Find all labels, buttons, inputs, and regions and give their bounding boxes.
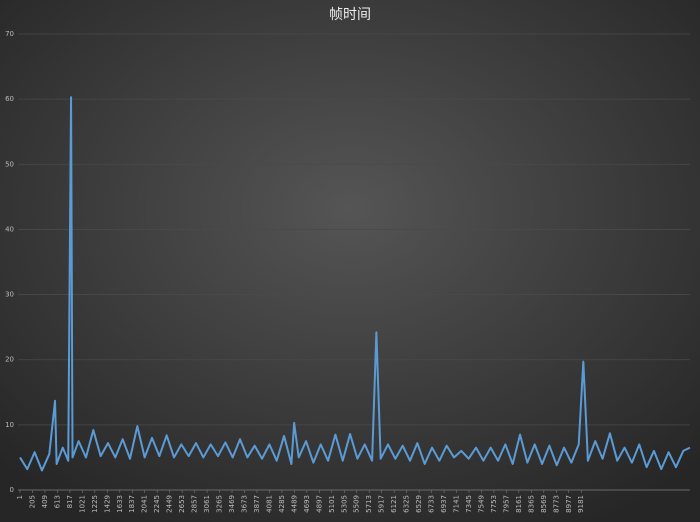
x-tick-label: 1021 (78, 495, 86, 513)
x-tick-label: 3061 (203, 495, 211, 513)
x-tick-label: 3877 (253, 495, 261, 513)
x-tick-label: 7753 (490, 495, 498, 513)
x-tick-label: 1225 (91, 495, 99, 513)
x-tick-label: 1 (16, 495, 24, 499)
x-tick-label: 4489 (290, 495, 298, 513)
x-tick-label: 4897 (315, 495, 323, 513)
y-tick-label: 70 (5, 30, 14, 38)
y-tick-label: 0 (10, 486, 14, 494)
y-tick-label: 10 (5, 421, 14, 429)
data-line (19, 96, 691, 472)
x-tick-label: 8977 (565, 495, 573, 513)
x-tick-label: 7345 (465, 495, 473, 513)
x-tick-label: 613 (53, 495, 61, 508)
x-tick-label: 6937 (440, 495, 448, 513)
x-tick-label: 7549 (477, 495, 485, 513)
x-tick-label: 2449 (166, 495, 174, 513)
x-tick-label: 6325 (403, 495, 411, 513)
x-tick-label: 6733 (428, 495, 436, 513)
x-tick-label: 2653 (178, 495, 186, 513)
x-tick-label: 3469 (228, 495, 236, 513)
y-tick-label: 40 (5, 225, 14, 233)
x-tick-label: 8773 (552, 495, 560, 513)
x-tick-label: 4693 (303, 495, 311, 513)
x-tick-label: 4081 (265, 495, 273, 513)
x-tick-label: 205 (28, 495, 36, 508)
x-tick-label: 6121 (390, 495, 398, 513)
x-tick-label: 409 (41, 495, 49, 508)
x-tick-label: 5917 (378, 495, 386, 513)
x-tick-label: 2041 (141, 495, 149, 513)
x-tick-label: 7957 (502, 495, 510, 513)
x-tick-label: 3673 (240, 495, 248, 513)
x-tick-label: 1837 (128, 495, 136, 513)
x-tick-label: 8365 (527, 495, 535, 513)
x-tick-label: 6529 (415, 495, 423, 513)
x-tick-label: 1633 (116, 495, 124, 513)
x-tick-label: 2857 (191, 495, 199, 513)
x-tick-label: 2245 (153, 495, 161, 513)
x-tick-label: 3265 (216, 495, 224, 513)
x-tick-label: 1429 (103, 495, 111, 513)
chart-title: 帧时间 (329, 7, 371, 23)
x-tick-label: 9181 (577, 495, 585, 513)
x-tick-label: 5713 (365, 495, 373, 513)
y-tick-label: 20 (5, 356, 14, 364)
x-tick-label: 5509 (353, 495, 361, 513)
y-tick-label: 50 (5, 160, 14, 168)
x-tick-label: 5305 (340, 495, 348, 513)
y-tick-label: 60 (5, 95, 14, 103)
y-tick-label: 30 (5, 291, 14, 299)
x-tick-label: 4285 (278, 495, 286, 513)
x-tick-label: 8161 (515, 495, 523, 513)
x-tick-label: 7141 (453, 495, 461, 513)
x-tick-label: 817 (66, 495, 74, 508)
x-tick-label: 5101 (328, 495, 336, 513)
x-tick-label: 8569 (540, 495, 548, 513)
